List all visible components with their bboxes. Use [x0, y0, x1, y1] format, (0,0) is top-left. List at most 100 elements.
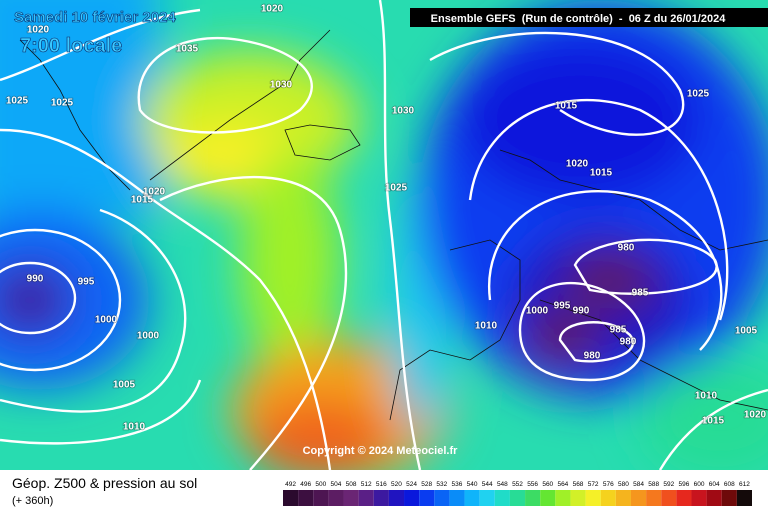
isobar-label: 1005 — [113, 380, 136, 391]
legend-label: 604 — [709, 481, 720, 488]
coastlines — [19, 29, 768, 421]
isobar-label: 1015 — [590, 168, 613, 179]
legend-label: 588 — [648, 481, 659, 488]
isobar-label: 1020 — [261, 4, 284, 15]
legend-label: 520 — [391, 481, 402, 488]
legend-label: 548 — [497, 481, 508, 488]
copyright: Copyright © 2024 Meteociel.fr — [303, 445, 459, 457]
isobar-label: 995 — [554, 301, 571, 312]
legend-swatch — [464, 490, 480, 506]
legend-label: 500 — [315, 481, 326, 488]
isobar-label: 990 — [27, 274, 44, 285]
map-subtitle: 7:00 locale — [20, 35, 122, 57]
legend-label: 600 — [694, 481, 705, 488]
legend-swatch — [509, 490, 526, 506]
isobar-label: 980 — [620, 337, 637, 348]
legend-swatch — [646, 490, 662, 506]
legend-label: 612 — [739, 481, 750, 488]
legend-label: 512 — [361, 481, 372, 488]
legend-swatch — [540, 490, 556, 506]
isobar-label: 985 — [610, 325, 627, 336]
legend-label: 608 — [724, 481, 735, 488]
isobar-label: 1010 — [695, 391, 718, 402]
legend-swatch — [600, 490, 616, 506]
legend-label: 504 — [331, 481, 342, 488]
legend-swatch — [419, 490, 435, 506]
legend-swatch — [494, 490, 510, 506]
isobar-label: 995 — [78, 277, 95, 288]
legend-label: 556 — [527, 481, 538, 488]
isobar-label: 1020 — [744, 410, 767, 421]
legend-label: 572 — [588, 481, 599, 488]
isobar-label: 980 — [618, 243, 635, 254]
legend-label: 524 — [406, 481, 417, 488]
isobar-label: 1010 — [475, 321, 498, 332]
legend-label: 532 — [436, 481, 447, 488]
map-area: 1020 1020 1035 1025 1025 1030 1030 1015 … — [0, 0, 768, 470]
isobar-label: 1015 — [131, 195, 154, 206]
isobar-label: 1025 — [6, 96, 29, 107]
legend-swatch — [570, 490, 586, 506]
legend-label: 568 — [573, 481, 584, 488]
legend-swatch — [721, 490, 737, 506]
isobar-label: 1025 — [687, 89, 710, 100]
legend-label: 592 — [663, 481, 674, 488]
legend-label: 508 — [346, 481, 357, 488]
isobar-label: 1015 — [555, 101, 578, 112]
legend-swatch — [676, 490, 692, 506]
isobar-label: 1020 — [27, 25, 50, 36]
isobar-label: 985 — [632, 288, 649, 299]
legend-swatch — [328, 490, 344, 506]
legend-swatch — [706, 490, 722, 506]
legend-label: 564 — [557, 481, 568, 488]
legend-label: 560 — [542, 481, 553, 488]
isobar-label: 1035 — [176, 44, 199, 55]
legend-label: 584 — [633, 481, 644, 488]
isobar-label: 1020 — [143, 187, 166, 198]
isobar-label: 1000 — [526, 306, 549, 317]
legend-swatch — [404, 490, 420, 506]
legend-swatch — [434, 490, 450, 506]
legend-label: 536 — [452, 481, 463, 488]
footer-lead-time: (+ 360h) — [12, 495, 53, 507]
isobar-label: 1000 — [137, 331, 160, 342]
isobar-label: 1030 — [392, 106, 415, 117]
run-info-box — [410, 8, 768, 27]
legend-swatch — [661, 490, 677, 506]
legend-swatch — [555, 490, 571, 506]
isobar-label: 990 — [573, 306, 590, 317]
legend-swatch — [736, 490, 752, 506]
isobar-label: 1025 — [385, 183, 408, 194]
legend-swatch — [585, 490, 601, 506]
legend-swatch — [298, 490, 314, 506]
legend-swatch — [343, 490, 359, 506]
legend-label: 580 — [618, 481, 629, 488]
legend-swatch — [283, 490, 299, 506]
field-shading — [0, 0, 768, 470]
isobar-label: 1020 — [566, 159, 589, 170]
isobars — [0, 0, 768, 470]
legend-swatch — [313, 490, 329, 506]
isobar-label: 1000 — [95, 315, 118, 326]
isobar-label: 1025 — [51, 98, 74, 109]
legend-swatch — [525, 490, 541, 506]
legend-label: 516 — [376, 481, 387, 488]
legend-label: 576 — [603, 481, 614, 488]
legend-label: 544 — [482, 481, 493, 488]
run-info: Ensemble GEFS (Run de contrôle) - 06 Z d… — [431, 13, 727, 25]
legend-label: 528 — [421, 481, 432, 488]
legend-swatch — [373, 490, 389, 506]
legend-swatch — [388, 490, 405, 506]
isobar-labels: 1020 1020 1035 1025 1025 1030 1030 1015 … — [5, 3, 767, 434]
legend-label: 496 — [300, 481, 311, 488]
isobar-label: 1030 — [270, 80, 293, 91]
legend-label: 552 — [512, 481, 523, 488]
legend-swatch — [691, 490, 707, 506]
legend-label: 596 — [678, 481, 689, 488]
legend-swatch — [615, 490, 631, 506]
isobar-label: 980 — [584, 351, 601, 362]
isobar-label: 1005 — [735, 326, 758, 337]
color-legend: 492 496 500 504 508 512 516 520 524 528 532 536 540 5… — [283, 481, 752, 506]
legend-swatch — [449, 490, 465, 506]
